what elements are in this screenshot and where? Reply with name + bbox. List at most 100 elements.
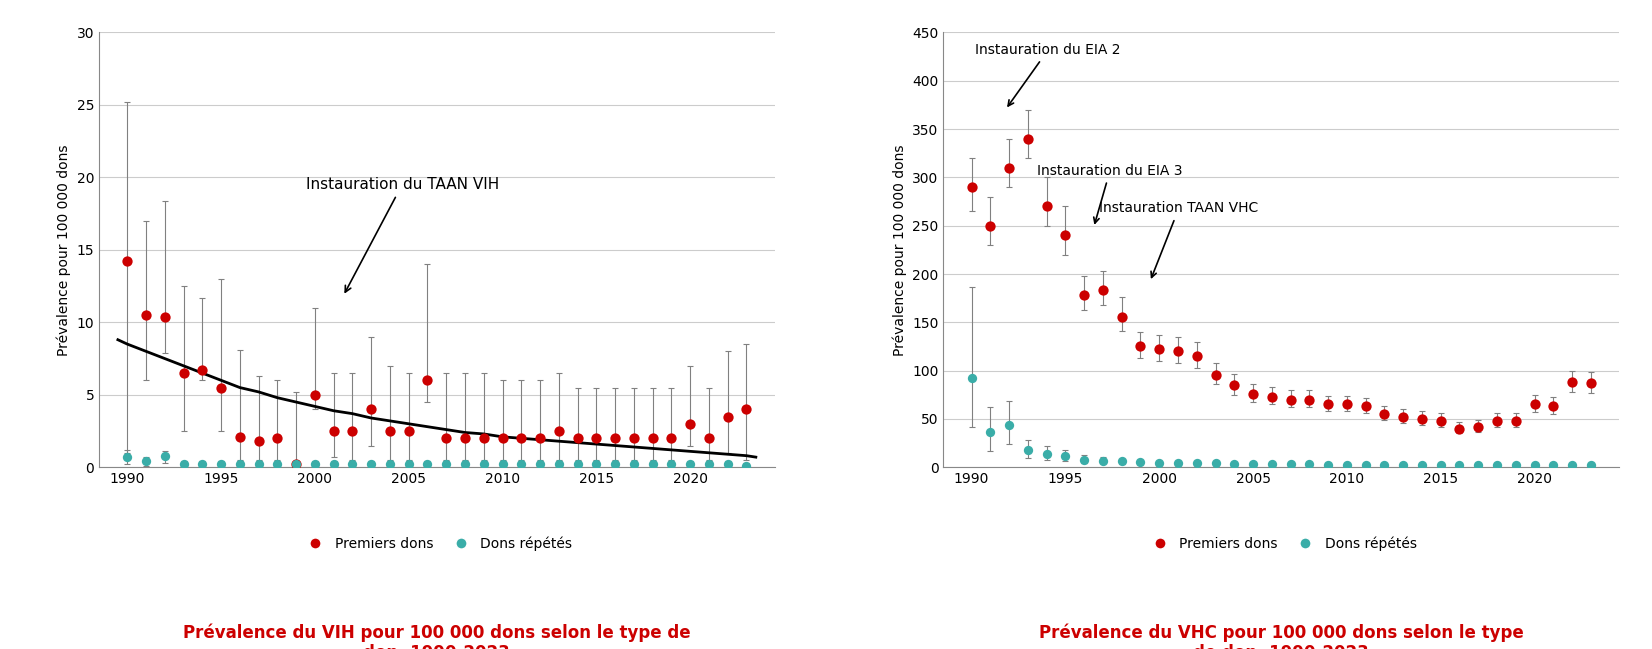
- Point: [1540, 460, 1566, 471]
- Point: [1221, 459, 1247, 470]
- Point: [114, 452, 140, 462]
- Point: [1315, 399, 1341, 410]
- Text: Instauration du EIA 2: Instauration du EIA 2: [975, 43, 1120, 106]
- Point: [996, 162, 1023, 173]
- Point: [1203, 369, 1229, 380]
- Point: [545, 426, 572, 436]
- Point: [1446, 423, 1472, 434]
- Point: [583, 459, 610, 470]
- Point: [714, 459, 740, 470]
- Point: [226, 432, 253, 442]
- Point: [415, 375, 441, 386]
- Point: [246, 459, 273, 470]
- Point: [1389, 412, 1416, 422]
- Point: [527, 433, 553, 443]
- Point: [1333, 460, 1360, 471]
- Point: [1090, 456, 1117, 466]
- Point: [320, 426, 347, 436]
- Point: [302, 459, 329, 470]
- Point: [1108, 456, 1135, 467]
- Point: [1465, 421, 1492, 432]
- Point: [1127, 458, 1153, 468]
- Point: [1521, 399, 1548, 410]
- Point: [415, 459, 441, 470]
- Point: [302, 389, 329, 400]
- Point: [978, 426, 1004, 437]
- Point: [1070, 454, 1097, 465]
- Point: [451, 433, 477, 443]
- Point: [489, 433, 515, 443]
- Point: [282, 459, 309, 470]
- Point: [1409, 414, 1436, 424]
- Point: [1146, 458, 1173, 469]
- Point: [583, 433, 610, 443]
- Point: [1297, 459, 1323, 470]
- Point: [1146, 344, 1173, 354]
- Point: [339, 426, 365, 436]
- Point: [958, 373, 985, 384]
- Point: [1034, 448, 1061, 459]
- Point: [978, 221, 1004, 231]
- Point: [170, 368, 197, 378]
- Text: Instauration du TAAN VIH: Instauration du TAAN VIH: [306, 177, 499, 292]
- Point: [208, 459, 235, 470]
- Point: [114, 256, 140, 267]
- Point: [1090, 286, 1117, 296]
- Point: [1108, 312, 1135, 322]
- Point: [132, 456, 159, 467]
- Point: [1221, 380, 1247, 390]
- Point: [565, 459, 591, 470]
- Point: [1277, 459, 1303, 470]
- Legend: Premiers dons, Dons répétés: Premiers dons, Dons répétés: [1140, 531, 1422, 556]
- Point: [1315, 460, 1341, 471]
- Point: [639, 433, 666, 443]
- Point: [733, 461, 760, 471]
- Point: [1127, 341, 1153, 352]
- Point: [621, 433, 648, 443]
- Point: [677, 419, 704, 429]
- Point: [1446, 460, 1472, 471]
- Point: [1052, 450, 1079, 461]
- Point: [188, 365, 215, 375]
- Point: [471, 433, 497, 443]
- Point: [1353, 401, 1379, 411]
- Point: [1241, 389, 1267, 399]
- Point: [395, 426, 421, 436]
- Point: [677, 459, 704, 470]
- Point: [339, 459, 365, 470]
- Point: [320, 459, 347, 470]
- Text: Instauration TAAN VHC: Instauration TAAN VHC: [1099, 201, 1259, 277]
- Point: [208, 382, 235, 393]
- Point: [1070, 290, 1097, 300]
- Point: [509, 433, 535, 443]
- Point: [1503, 416, 1530, 426]
- Point: [1465, 460, 1492, 471]
- Point: [395, 459, 421, 470]
- Point: [1427, 416, 1454, 426]
- Text: Prévalence du VIH pour 100 000 dons selon le type de
don, 1990-2023: Prévalence du VIH pour 100 000 dons selo…: [183, 623, 691, 649]
- Point: [1521, 460, 1548, 471]
- Point: [565, 433, 591, 443]
- Point: [1052, 230, 1079, 241]
- Point: [1203, 458, 1229, 469]
- Point: [1483, 460, 1510, 471]
- Point: [1297, 395, 1323, 405]
- Point: [358, 459, 385, 470]
- Point: [1034, 201, 1061, 212]
- Point: [1483, 416, 1510, 426]
- Y-axis label: Prévalence pour 100 000 dons: Prévalence pour 100 000 dons: [892, 144, 907, 356]
- Point: [1427, 460, 1454, 471]
- Point: [621, 459, 648, 470]
- Point: [433, 459, 459, 470]
- Point: [639, 459, 666, 470]
- Point: [1353, 460, 1379, 471]
- Point: [657, 459, 684, 470]
- Point: [377, 459, 403, 470]
- Point: [1183, 351, 1209, 361]
- Point: [1014, 134, 1041, 144]
- Point: [170, 459, 197, 470]
- Point: [695, 459, 722, 470]
- Point: [132, 310, 159, 321]
- Legend: Premiers dons, Dons répétés: Premiers dons, Dons répétés: [296, 531, 578, 556]
- Point: [377, 426, 403, 436]
